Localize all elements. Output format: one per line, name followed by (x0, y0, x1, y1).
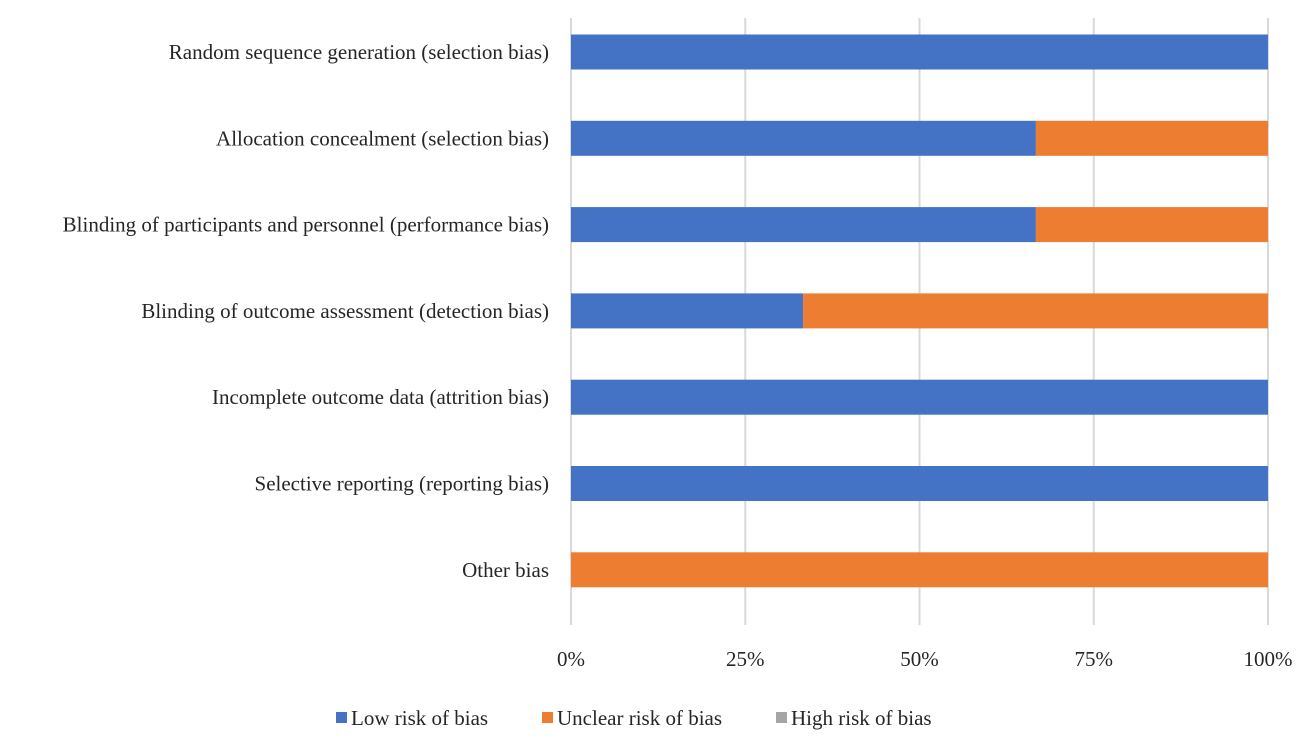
legend: Low risk of bias Unclear risk of bias High… (336, 706, 932, 730)
x-tick-label-1: 25% (726, 647, 765, 671)
x-tick-label-0: 0% (557, 647, 585, 671)
category-label-1: Random sequence generation (selection bi… (169, 40, 549, 64)
category-label-6: Selective reporting (reporting bias) (255, 472, 549, 496)
bar-3-series-1 (571, 207, 1036, 243)
bar-4-series-2 (803, 293, 1268, 329)
bar-3-series-2 (1035, 207, 1268, 243)
bars (571, 34, 1268, 588)
bar-5-series-1 (571, 379, 1268, 415)
bar-2-series-1 (571, 120, 1036, 156)
category-label-7: Other bias (462, 558, 549, 582)
category-label-3: Blinding of participants and personnel (… (63, 213, 549, 237)
category-label-5: Incomplete outcome data (attrition bias) (212, 385, 549, 409)
bar-6-series-1 (571, 466, 1268, 501)
category-labels: Random sequence generation (selection bi… (63, 40, 549, 582)
bar-4-series-1 (571, 293, 804, 329)
x-tick-label-2: 50% (900, 647, 939, 671)
x-tick-label-3: 75% (1075, 647, 1114, 671)
legend-swatch-1 (336, 712, 347, 723)
bar-2-series-2 (1035, 120, 1268, 156)
x-tick-labels: 0% 25% 50% 75% 100% (557, 647, 1293, 671)
legend-label-1: Low risk of bias (351, 706, 488, 730)
bar-7-series-2 (571, 552, 1268, 588)
category-label-4: Blinding of outcome assessment (detectio… (141, 299, 549, 323)
legend-label-2: Unclear risk of bias (557, 706, 722, 730)
legend-swatch-2 (542, 712, 553, 723)
legend-swatch-3 (776, 712, 787, 723)
category-label-2: Allocation concealment (selection bias) (216, 126, 549, 150)
legend-label-3: High risk of bias (791, 706, 932, 730)
bar-1-series-1 (571, 34, 1268, 70)
x-tick-label-4: 100% (1244, 647, 1293, 671)
